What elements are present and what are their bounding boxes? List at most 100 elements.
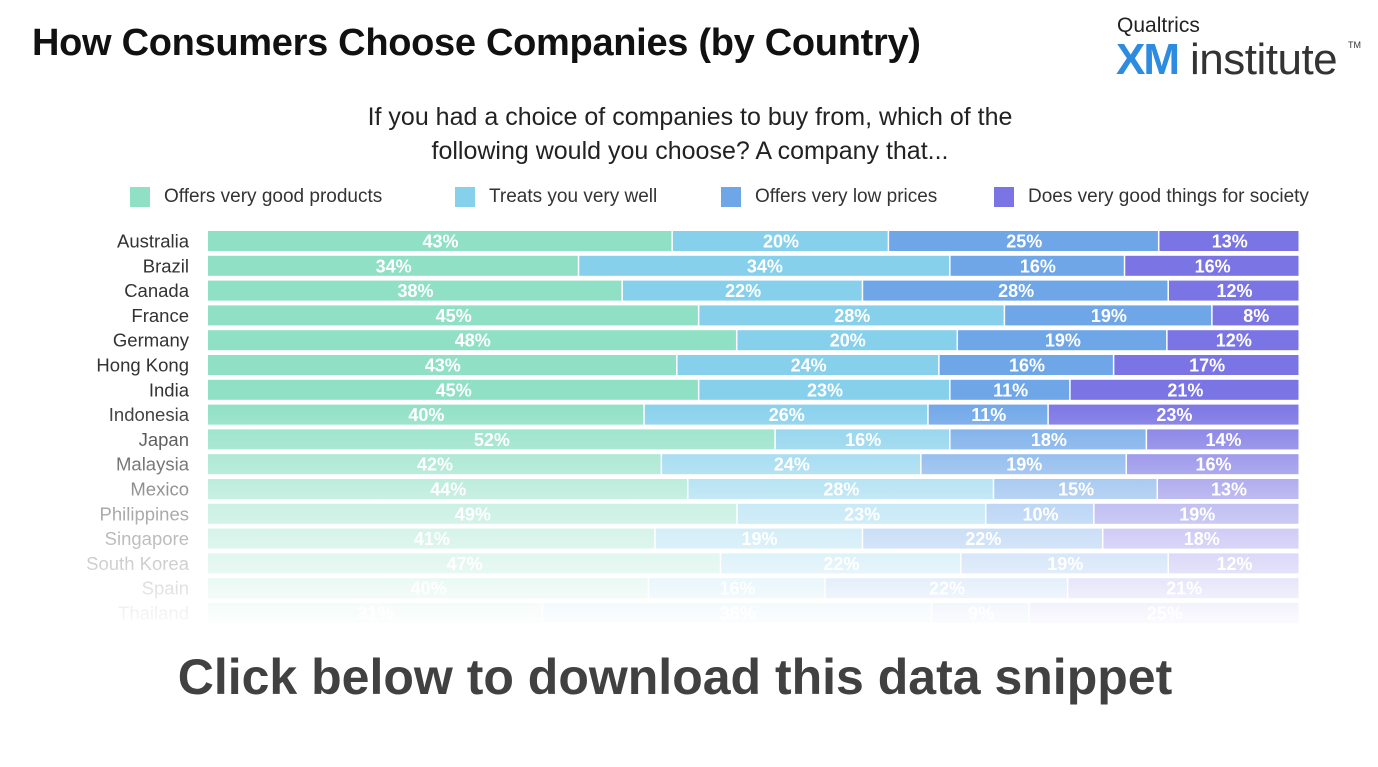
download-data-snippet-link[interactable]: Click below to download this data snippe… [177,649,1173,705]
bar-segment [677,355,939,375]
bar-value-label: 52% [474,430,510,450]
bar-segment [699,379,950,400]
bar-segment [863,280,1168,301]
bar-value-label: 45% [436,380,472,400]
bar-segment [1070,379,1299,400]
bar-value-label: 20% [830,331,866,351]
bar-value-label: 24% [774,455,810,475]
bar-value-label: 21% [1166,579,1202,599]
logo-brand-small: Qualtrics [1117,14,1200,37]
bar-value-label: 11% [971,405,1006,425]
bar-value-label: 16% [1020,256,1056,276]
bar-value-label: 16% [719,579,755,599]
bar-value-label: 19% [1045,331,1081,351]
legend-item-society: Does very good things for society [994,182,1309,212]
bar-segment [1125,255,1299,276]
country-label: Brazil [143,255,189,276]
bar-segment [939,355,1113,375]
country-label: Canada [124,280,190,301]
legend-item-treats: Treats you very well [455,182,657,212]
bar-segment [699,305,1004,326]
bar-segment [622,280,862,301]
bar-segment [889,231,1158,251]
bar-value-label: 41% [414,529,450,549]
legend-swatch-society [994,187,1014,207]
bar-segment [208,280,622,301]
bar-value-label: 40% [408,405,444,425]
bar-segment [1167,330,1299,351]
bar-value-label: 8% [1243,306,1269,326]
bar-segment [208,330,736,351]
logo-brand-institute: institute [1190,35,1338,84]
bar-value-label: 19% [1047,554,1083,574]
subtitle-line-2: following would you choose? A company th… [431,137,949,165]
bar-value-label: 13% [1212,232,1248,252]
logo-brand-xm: XM [1116,35,1180,84]
bar-value-label: 23% [807,380,843,400]
bar-value-label: 44% [430,480,466,500]
bar-value-label: 13% [1211,480,1247,500]
bar-segment [950,255,1124,276]
bar-value-label: 22% [725,281,761,301]
bar-value-label: 9% [968,604,994,624]
legend-label-society: Does very good things for society [1028,186,1309,207]
bar-segment [1212,305,1299,326]
bar-segment [672,231,888,251]
bar-value-label: 17% [1189,356,1225,376]
country-label: Spain [142,578,189,599]
bar-value-label: 16% [1195,256,1231,276]
bar-segment [737,330,957,351]
bar-value-label: 45% [436,306,472,326]
legend-item-prices: Offers very low prices [721,182,937,212]
bar-value-label: 19% [1091,306,1127,326]
country-label: Indonesia [109,404,190,425]
bar-value-label: 16% [1195,455,1231,475]
bar-value-label: 28% [998,281,1034,301]
bar-segment [1159,231,1299,251]
bar-value-label: 21% [1167,380,1203,400]
bar-value-label: 43% [425,356,461,376]
bar-value-label: 18% [1184,529,1220,549]
bar-segment [208,305,698,326]
bar-value-label: 25% [1147,604,1183,624]
bar-segment [208,255,578,276]
chart-subtitle: If you had a choice of companies to buy … [290,100,1090,168]
chart-legend: Offers very good products Treats you ver… [0,182,1378,212]
bar-value-label: 11% [993,380,1028,400]
bar-value-label: 23% [844,504,880,524]
bar-value-label: 15% [1058,480,1094,500]
legend-label-treats: Treats you very well [489,186,658,207]
bar-value-label: 16% [845,430,881,450]
bar-value-label: 38% [397,281,433,301]
legend-swatch-products [130,187,150,207]
legend-swatch-prices [721,187,741,207]
bar-segment [958,330,1167,351]
bar-segment [950,379,1070,400]
country-label: Germany [113,330,190,351]
bar-value-label: 34% [376,256,412,276]
bar-value-label: 14% [1206,430,1242,450]
bar-value-label: 18% [1031,430,1067,450]
page-title: How Consumers Choose Companies (by Count… [32,22,921,64]
bar-segment [208,379,698,400]
bar-value-label: 31% [358,604,394,624]
bar-value-label: 22% [929,579,965,599]
country-label: Singapore [105,528,189,549]
bar-segment [1168,280,1299,301]
bar-value-label: 28% [834,306,870,326]
bar-segment [208,231,672,251]
bar-value-label: 25% [1006,232,1042,252]
bar-segment [579,255,950,276]
bar-segment [1114,355,1299,375]
country-label: India [149,379,190,400]
legend-label-products: Offers very good products [164,186,383,207]
bar-segment [1005,305,1212,326]
bar-segment [208,355,677,375]
bar-value-label: 12% [1216,281,1252,301]
country-label: Mexico [130,479,189,500]
legend-label-prices: Offers very low prices [755,186,938,207]
bar-value-label: 19% [741,529,777,549]
stacked-bar-chart: Australia 43% 20% 25% 13% Brazil 34% 34% 16% 16% C… [86,231,1299,624]
country-label: Thailand [118,603,189,624]
country-label: Hong Kong [96,355,189,376]
